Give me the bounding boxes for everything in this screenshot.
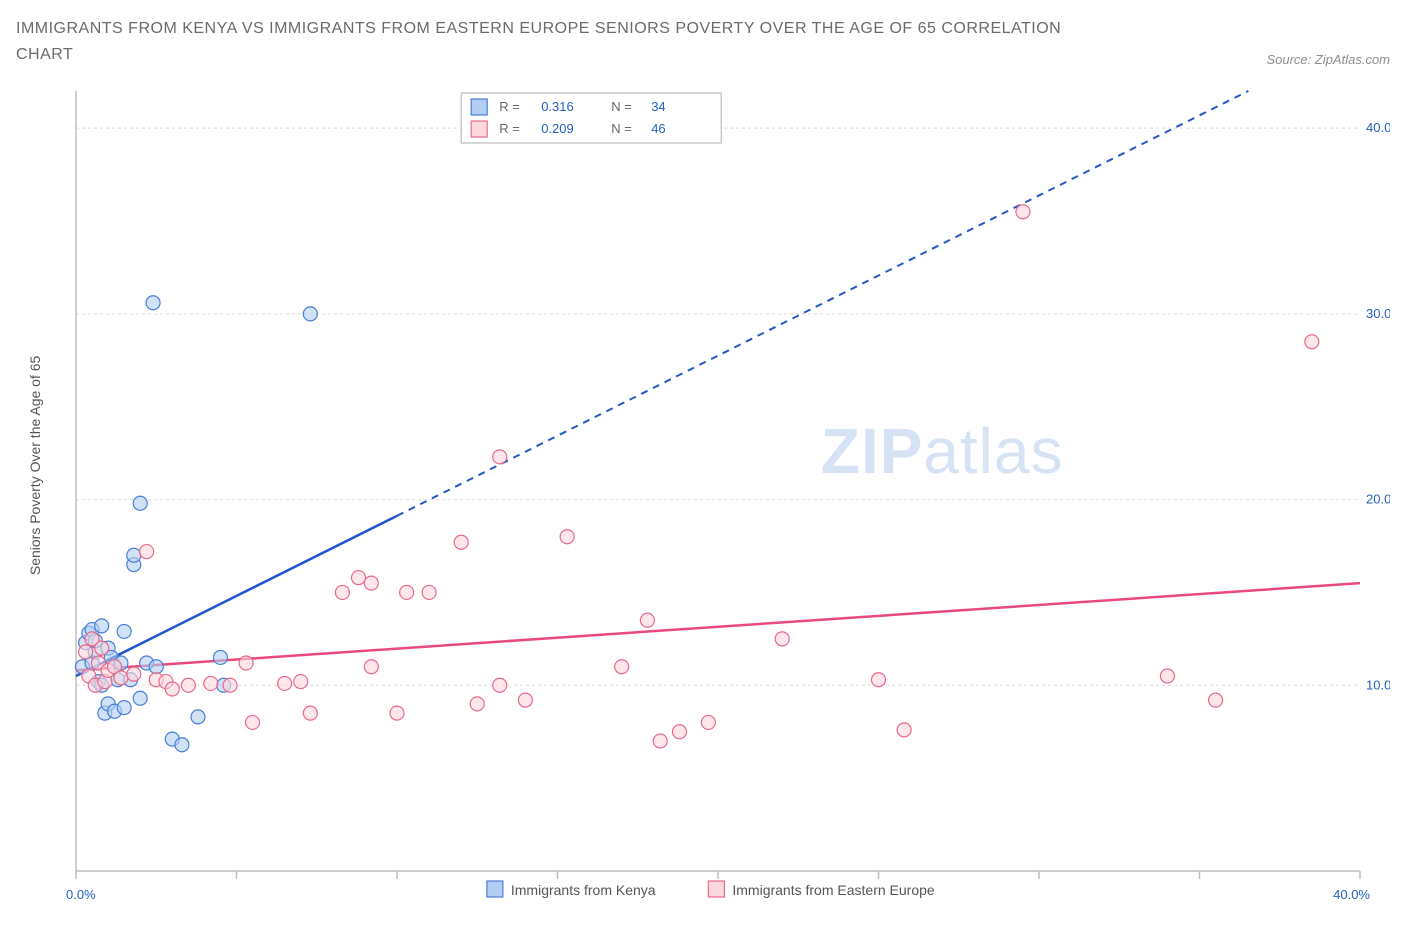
svg-text:0.209: 0.209 <box>541 121 574 136</box>
svg-text:46: 46 <box>651 121 665 136</box>
svg-text:20.0%: 20.0% <box>1366 492 1390 507</box>
svg-text:0.0%: 0.0% <box>66 887 96 902</box>
svg-text:Seniors Poverty Over the Age o: Seniors Poverty Over the Age of 65 <box>27 356 43 576</box>
svg-text:N =: N = <box>611 99 632 114</box>
source-attribution: Source: ZipAtlas.com <box>1266 52 1390 67</box>
svg-text:10.0%: 10.0% <box>1366 677 1390 692</box>
svg-text:Immigrants from Eastern Europe: Immigrants from Eastern Europe <box>732 882 935 898</box>
svg-text:ZIPatlas: ZIPatlas <box>821 415 1064 487</box>
svg-text:R =: R = <box>499 99 520 114</box>
chart-title: IMMIGRANTS FROM KENYA VS IMMIGRANTS FROM… <box>16 16 1116 67</box>
svg-text:40.0%: 40.0% <box>1333 887 1370 902</box>
svg-text:R =: R = <box>499 121 520 136</box>
svg-text:34: 34 <box>651 99 665 114</box>
header-row: IMMIGRANTS FROM KENYA VS IMMIGRANTS FROM… <box>16 16 1390 67</box>
correlation-chart: 10.0% 20.0% 30.0% 40.0% ZIPatlas 0.0% 40.0% Sen… <box>16 71 1390 931</box>
svg-text:40.0%: 40.0% <box>1366 120 1390 135</box>
chart-container: 10.0% 20.0% 30.0% 40.0% ZIPatlas 0.0% 40.0% Sen… <box>16 71 1390 931</box>
svg-text:Immigrants from Kenya: Immigrants from Kenya <box>511 882 656 898</box>
svg-text:0.316: 0.316 <box>541 99 574 114</box>
svg-text:30.0%: 30.0% <box>1366 306 1390 321</box>
svg-text:N =: N = <box>611 121 632 136</box>
